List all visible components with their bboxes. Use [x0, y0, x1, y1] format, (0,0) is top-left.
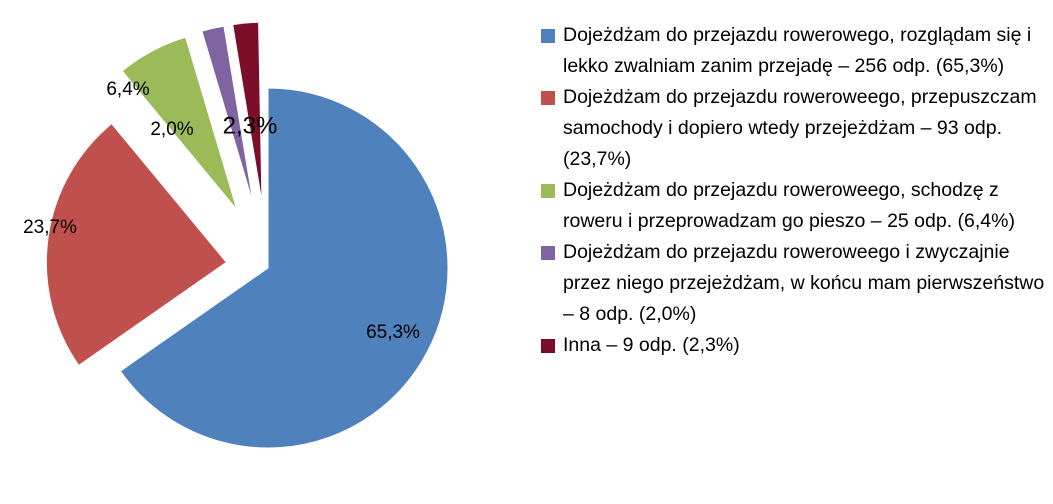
legend-item: Dojeżdżam do przejazdu rowerowego, rozgl… — [538, 20, 1048, 82]
pie-area: 65,3% 23,7% 6,4%2,0% 2,3% — [23, 21, 449, 449]
data-label: 2,0% — [150, 119, 193, 140]
pie-slice — [121, 36, 238, 211]
legend-item: Inna – 9 odp. (2,3%) — [538, 330, 1048, 361]
legend-item: Dojeżdżam do przejazdu roweroweego i zwy… — [538, 237, 1048, 330]
legend-label: Inna – 9 odp. (2,3%) — [563, 334, 740, 356]
legend-swatch — [541, 29, 555, 43]
legend-swatch — [541, 91, 555, 105]
legend-label: Dojeżdżam do przejazdu roweroweego, scho… — [563, 179, 1015, 232]
legend-swatch — [541, 246, 555, 260]
data-label: 65,3% — [366, 322, 420, 343]
legend-item: Dojeżdżam do przejazdu roweroweego, prze… — [538, 82, 1048, 175]
data-label: 2,3% — [223, 112, 278, 139]
legend-label: Dojeżdżam do przejazdu roweroweego i zwy… — [563, 241, 1045, 325]
pie-slice — [201, 25, 254, 204]
pie-slice — [45, 122, 228, 367]
legend-label: Dojeżdżam do przejazdu rowerowego, rozgl… — [563, 24, 1032, 77]
legend-label: Dojeżdżam do przejazdu roweroweego, prze… — [563, 86, 1037, 170]
pie-slice — [232, 21, 263, 203]
data-label: 23,7% — [23, 217, 77, 238]
legend-swatch — [541, 339, 555, 353]
legend-item: Dojeżdżam do przejazdu roweroweego, scho… — [538, 175, 1048, 237]
pie-slice — [119, 87, 449, 449]
data-label: 6,4% — [106, 79, 149, 100]
legend: Dojeżdżam do przejazdu rowerowego, rozgl… — [538, 20, 1048, 361]
legend-swatch — [541, 184, 555, 198]
